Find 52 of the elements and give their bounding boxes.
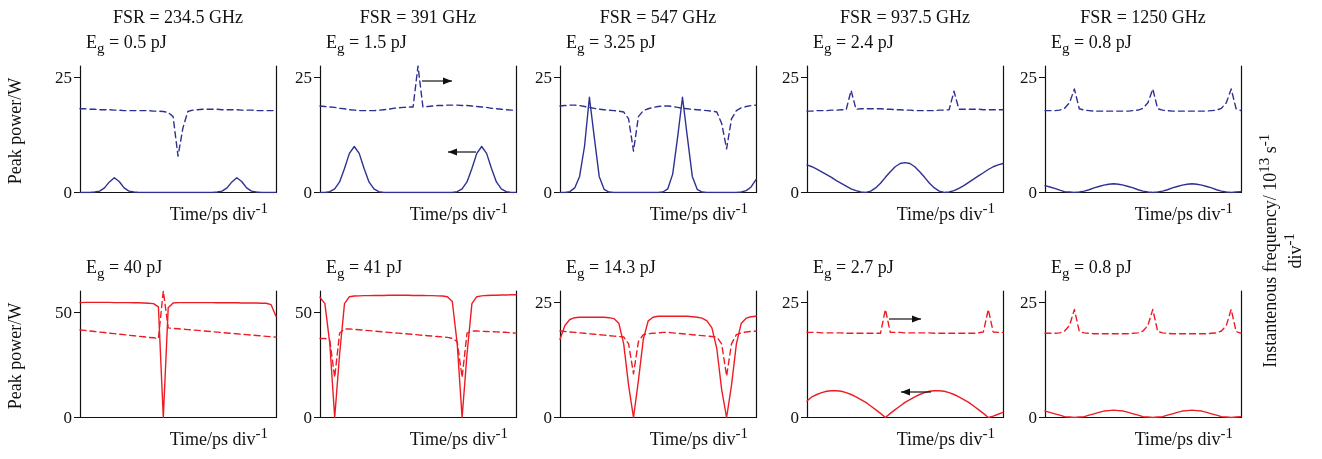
chart-subtitle: E$_{g}$ = 2.4 pJ <box>813 32 894 56</box>
chart-title: FSR = 234.5 GHz <box>111 7 245 27</box>
y-tick-label: 25 <box>1020 293 1037 312</box>
x-axis-title: Time/ps div$^{-1}$ <box>169 200 268 224</box>
y-tick-label: 25 <box>782 293 799 312</box>
y-tick-label: 0 <box>303 183 312 202</box>
y-tick-label: 25 <box>295 68 312 87</box>
y-tick-label: 0 <box>63 183 72 202</box>
y-tick-label: 25 <box>535 68 552 87</box>
y-tick-label: 50 <box>55 302 72 322</box>
x-axis-title: Time/ps div$^{-1}$ <box>1134 425 1233 449</box>
y-tick-label: 0 <box>543 183 552 202</box>
y-tick-label: 0 <box>790 183 799 202</box>
chart-title: FSR = 1250 GHz <box>1079 7 1207 27</box>
y-tick-label: 0 <box>543 408 552 427</box>
y-axis-title: Peak power/W <box>5 301 25 412</box>
line-series <box>79 108 277 157</box>
y-tick-label: 50 <box>295 302 312 322</box>
y-tick-label: 25 <box>535 293 552 312</box>
chart-subtitle: E$_{g}$ = 2.7 pJ <box>813 257 894 281</box>
chart-subtitle: E$_{g}$ = 14.3 pJ <box>566 257 656 281</box>
chart-subtitle: E$_{g}$ = 1.5 pJ <box>326 32 407 56</box>
x-axis-title: Time/ps div$^{-1}$ <box>1134 200 1233 224</box>
x-axis-title: Time/ps div$^{-1}$ <box>409 200 508 224</box>
x-axis-title: Time/ps div$^{-1}$ <box>649 200 748 224</box>
x-axis-title: Time/ps div$^{-1}$ <box>169 425 268 449</box>
x-axis-title: Time/ps div$^{-1}$ <box>409 425 508 449</box>
line-series <box>1044 88 1242 112</box>
y-tick-label: 0 <box>303 408 312 427</box>
chart-subtitle: E$_{g}$ = 41 pJ <box>326 257 403 281</box>
chart-subtitle: E$_{g}$ = 40 pJ <box>86 257 163 281</box>
chart-title: FSR = 937.5 GHz <box>838 7 972 27</box>
chart-title: FSR = 547 GHz <box>598 7 718 27</box>
line-series <box>806 308 1004 335</box>
chart-subtitle: E$_{g}$ = 0.8 pJ <box>1051 32 1132 56</box>
chart-subtitle: E$_{g}$ = 0.8 pJ <box>1051 257 1132 281</box>
x-axis-title: Time/ps div$^{-1}$ <box>649 425 748 449</box>
y-tick-label: 0 <box>790 408 799 427</box>
y-tick-label: 0 <box>63 408 72 427</box>
y-tick-label: 25 <box>1020 68 1037 87</box>
chart-subtitle: E$_{g}$ = 3.25 pJ <box>566 32 656 56</box>
y-tick-label: 25 <box>782 68 799 87</box>
y-tick-label: 25 <box>55 68 72 87</box>
line-series <box>806 89 1004 112</box>
x-axis-title: Time/ps div$^{-1}$ <box>896 200 995 224</box>
line-series <box>1044 308 1242 335</box>
x-axis-title: Time/ps div$^{-1}$ <box>896 425 995 449</box>
y-tick-label: 0 <box>1028 183 1037 202</box>
chart-title: FSR = 391 GHz <box>358 7 478 27</box>
y-tick-label: 0 <box>1028 408 1037 427</box>
chart-subtitle: E$_{g}$ = 0.5 pJ <box>86 32 167 56</box>
y-axis-title: Peak power/W <box>5 76 25 187</box>
